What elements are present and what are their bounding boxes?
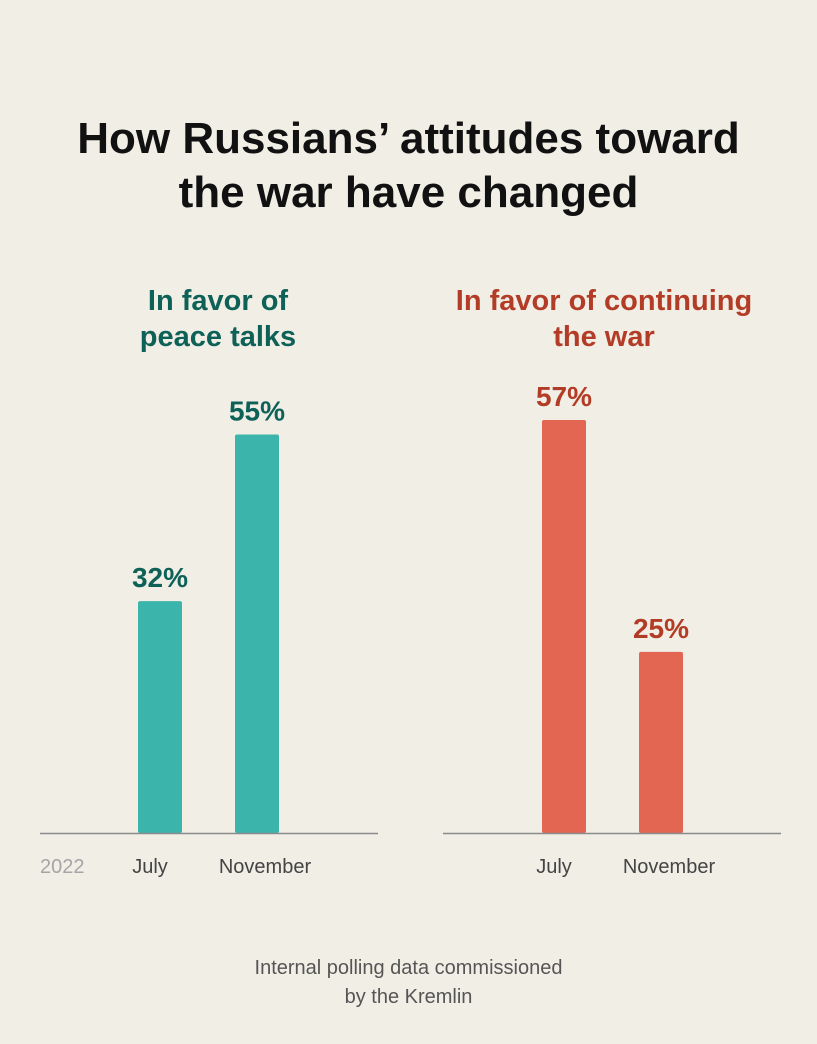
panel-1-title-line-1: In favor of bbox=[148, 285, 289, 317]
chart-title-line-1: How Russians’ attitudes toward bbox=[77, 114, 740, 163]
footnote-line-1: Internal polling data commissioned bbox=[254, 957, 563, 979]
value-label-peace-november: 55% bbox=[229, 395, 285, 426]
category-label-war-november: November bbox=[623, 856, 716, 878]
category-label-peace-july: July bbox=[132, 856, 168, 878]
chart-title-line-2: the war have changed bbox=[178, 168, 639, 217]
bar-war-july bbox=[542, 420, 586, 833]
source-footnote: Internal polling data commissioned by th… bbox=[0, 954, 817, 1012]
bar-war-november bbox=[639, 651, 683, 833]
footnote-line-2: by the Kremlin bbox=[344, 986, 473, 1008]
chart-title: How Russians’ attitudes toward the war h… bbox=[0, 112, 817, 220]
bar-peace-november bbox=[235, 434, 279, 833]
bar-peace-july bbox=[138, 601, 182, 833]
panel-2-title-line-2: the war bbox=[553, 321, 655, 353]
value-label-peace-july: 32% bbox=[132, 562, 188, 593]
year-label: 2022 bbox=[40, 856, 85, 878]
category-label-war-july: July bbox=[536, 856, 572, 878]
panel-1-title-line-2: peace talks bbox=[140, 321, 296, 353]
category-label-peace-november: November bbox=[219, 856, 312, 878]
value-label-war-july: 57% bbox=[536, 381, 592, 412]
value-label-war-november: 25% bbox=[633, 613, 689, 644]
panel-2-title-line-1: In favor of continuing bbox=[456, 285, 752, 317]
